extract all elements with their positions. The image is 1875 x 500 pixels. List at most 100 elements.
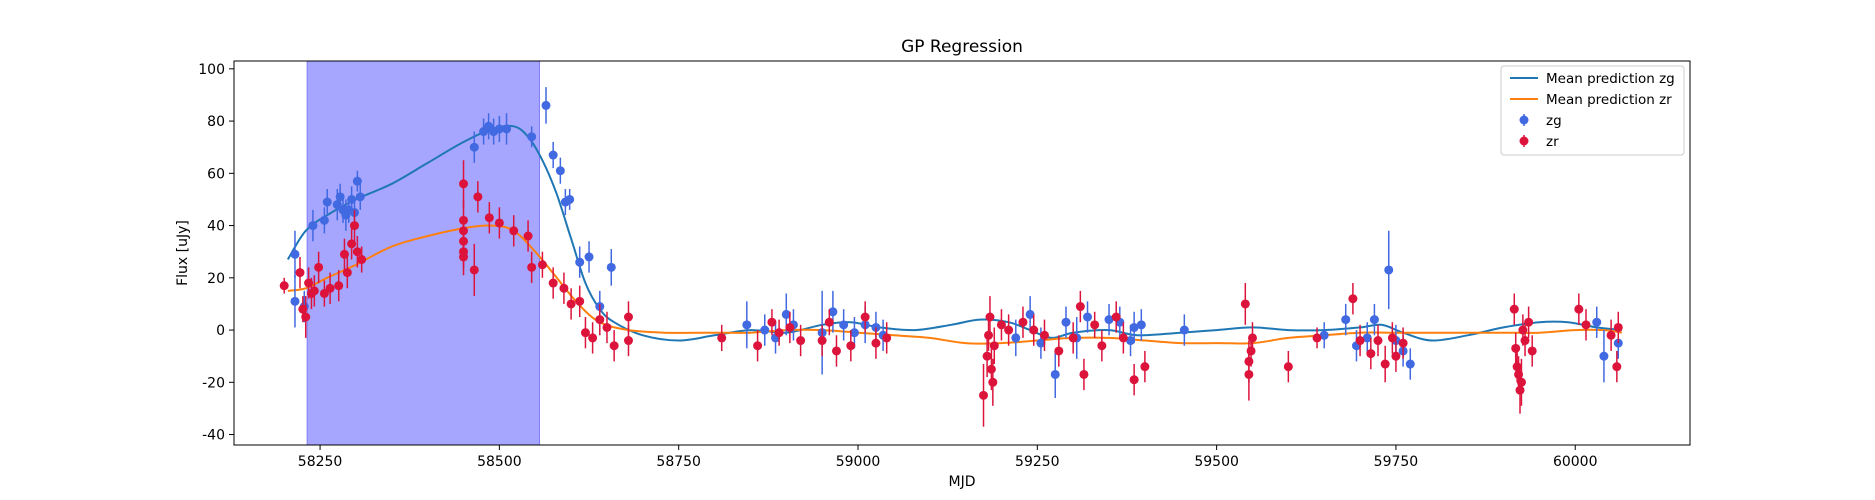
point-marker (849, 328, 859, 338)
point-marker (559, 283, 569, 293)
point-marker (588, 333, 598, 343)
point-marker (290, 296, 300, 306)
point-marker (1380, 359, 1390, 369)
point-marker (527, 132, 537, 142)
point-marker (742, 320, 752, 330)
data-point-zr (1606, 319, 1616, 351)
point-marker (1029, 325, 1039, 335)
data-point-zr (1527, 335, 1537, 367)
data-point-zr (309, 275, 319, 307)
point-marker (986, 364, 996, 374)
y-tick-label: 20 (207, 271, 225, 287)
data-point-zr (774, 319, 784, 346)
data-point-zg (839, 309, 849, 341)
point-marker (349, 221, 359, 231)
point-marker (1090, 320, 1100, 330)
point-marker (1283, 362, 1293, 372)
point-marker (1068, 333, 1078, 343)
point-marker (555, 166, 565, 176)
data-point-zr (1613, 311, 1623, 344)
point-marker (309, 286, 319, 296)
data-point-zr (871, 327, 881, 359)
data-point-zg (527, 126, 537, 148)
data-point-zr (1387, 322, 1397, 354)
point-marker (1004, 325, 1014, 335)
data-point-zr (1574, 293, 1584, 325)
data-point-zr (279, 277, 289, 294)
point-marker (1405, 359, 1415, 369)
data-point-zg (1104, 303, 1114, 336)
data-point-zr (1348, 283, 1358, 315)
point-marker (339, 249, 349, 259)
data-point-zr (1283, 350, 1293, 383)
point-marker (817, 336, 827, 346)
point-marker (1373, 336, 1383, 346)
data-point-zr (325, 272, 335, 304)
point-marker (357, 255, 367, 265)
point-marker (347, 239, 357, 249)
point-marker (1574, 304, 1584, 314)
point-marker (355, 192, 365, 202)
point-marker (484, 213, 494, 223)
data-point-zr (357, 246, 367, 273)
data-point-zr (484, 202, 494, 234)
data-point-zr (295, 256, 305, 289)
data-point-zr (342, 256, 352, 289)
data-points (279, 87, 1623, 427)
data-point-zr (595, 303, 605, 336)
data-point-zr (559, 272, 569, 304)
data-point-zr (349, 209, 359, 242)
data-point-zr (1240, 283, 1250, 325)
data-point-zg (828, 290, 838, 333)
data-point-zr (1068, 322, 1078, 354)
x-axis-ticks: 58250 58500 58750 59000 59250 59500 59750 60000 (298, 445, 1598, 470)
data-point-zg (290, 230, 300, 278)
data-point-zr (459, 238, 469, 276)
data-point-zr (537, 251, 547, 278)
data-point-zg (541, 87, 551, 124)
point-marker (767, 317, 777, 327)
point-marker (623, 312, 633, 322)
data-point-zr (1366, 337, 1376, 370)
point-marker (334, 281, 344, 291)
point-marker (979, 390, 989, 400)
point-marker (469, 142, 479, 152)
data-point-zr (314, 251, 324, 284)
data-point-zg (355, 183, 365, 210)
data-point-zr (1129, 364, 1139, 396)
point-marker (606, 262, 616, 272)
data-point-zr (1612, 350, 1622, 383)
point-marker (985, 312, 995, 322)
data-point-zr (580, 317, 590, 349)
point-marker (565, 194, 575, 204)
point-marker (1246, 346, 1256, 356)
point-marker (984, 330, 994, 340)
data-point-zr (1054, 335, 1064, 367)
point-marker (1398, 338, 1408, 348)
data-point-zg (1179, 314, 1189, 346)
point-marker (295, 268, 305, 278)
legend-swatch-zg-points (1519, 114, 1529, 126)
x-tick-label: 58250 (298, 454, 343, 470)
point-marker (1244, 369, 1254, 379)
data-point-zr (623, 301, 633, 333)
point-marker (1061, 317, 1071, 327)
data-point-zr (339, 238, 349, 270)
data-point-zg (1061, 306, 1071, 338)
point-marker (1054, 346, 1064, 356)
legend-swatch-zr-points (1519, 135, 1529, 147)
data-point-zg (319, 207, 329, 234)
point-marker (319, 288, 329, 298)
data-point-zr (1509, 293, 1519, 325)
point-marker (1524, 317, 1534, 327)
y-tick-label: 0 (216, 323, 225, 339)
point-marker (584, 252, 594, 262)
data-point-zg (502, 113, 512, 145)
data-point-zg (308, 209, 318, 242)
point-marker (774, 328, 784, 338)
x-tick-label: 59250 (1015, 454, 1060, 470)
point-marker (1129, 322, 1139, 332)
point-marker (342, 268, 352, 278)
data-point-zr (1247, 322, 1257, 354)
